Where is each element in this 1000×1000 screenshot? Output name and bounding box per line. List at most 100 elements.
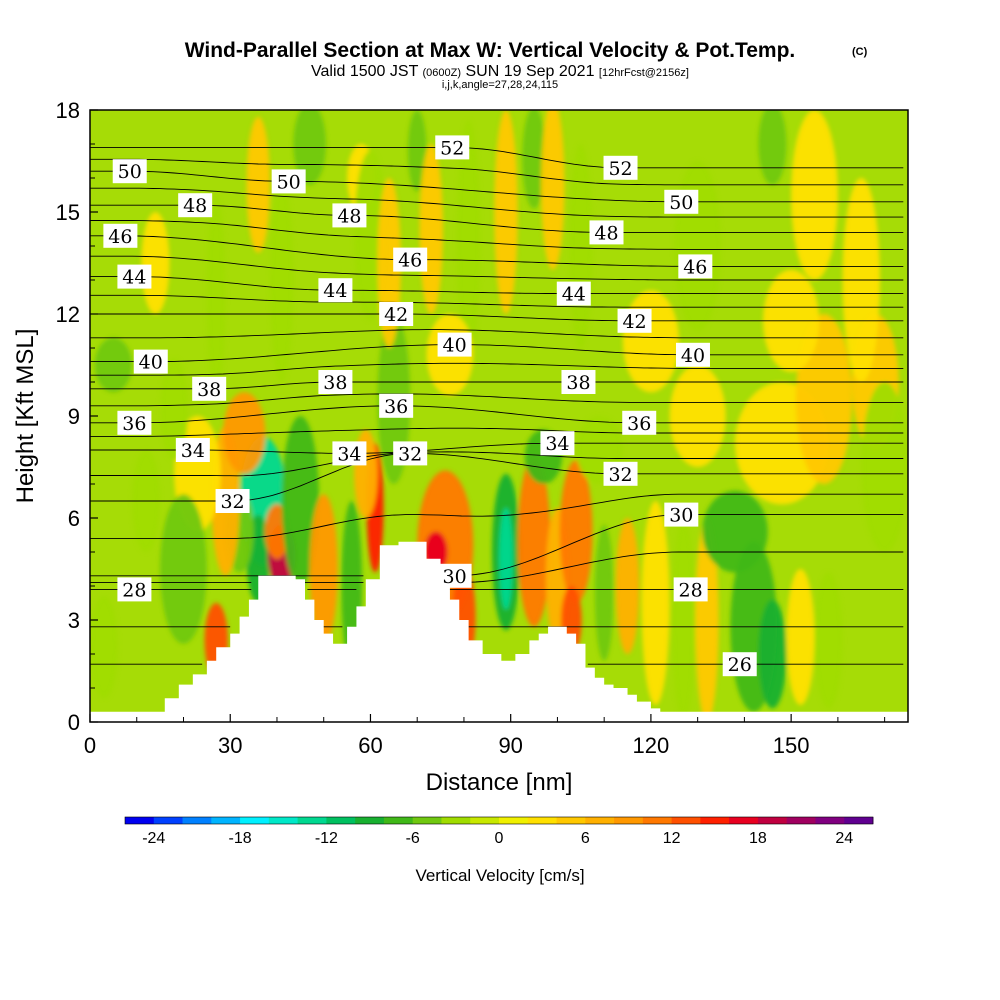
isentrope-label-text: 30 [443,566,467,588]
colorbar-tick-label: -24 [142,830,165,847]
colorbar-swatch [153,817,183,824]
isentrope-label-bg [379,393,414,418]
colorbar-swatch [642,817,673,824]
isentrope-label-bg [332,203,367,228]
colorbar-swatch [815,817,845,824]
isentrope-label-text: 48 [337,205,361,227]
copyright-mark: (C) [852,46,868,58]
colorbar-swatch [614,817,644,824]
isentrope-label-bg [603,461,638,486]
isentrope-41 [90,329,904,339]
isentrope-label-bg [556,281,591,306]
chart-title: Wind-Parallel Section at Max W: Vertical… [185,39,796,62]
velocity-cell-54 [569,144,593,348]
isentrope-label-11: 44 [117,264,152,289]
colorbar-tick-label: 18 [749,830,767,847]
isentrope-label-bg [664,502,699,527]
isentrope-29 [90,551,904,584]
isentrope-label-32: 30 [437,563,472,588]
colorbar-swatch [757,817,788,824]
isentrope-label-text: 40 [139,352,163,374]
isentrope-label-text: 48 [594,222,618,244]
isentrope-52 [90,146,904,169]
isentrope-label-26: 34 [332,441,367,466]
isentrope-label-bg [435,135,470,160]
velocity-cell-23 [559,460,593,603]
isentrope-label-bg [540,431,575,456]
isentrope-label-text: 40 [681,345,705,367]
isentrope-label-bg [393,441,428,466]
isentrope-48 [90,204,904,233]
isentrope-label-text: 52 [440,137,464,159]
isentrope-35 [90,427,904,437]
y-axis: 0 3 6 9 12 15 18 [56,98,98,735]
isentrope-label-text: 52 [608,158,632,180]
isentrope-label-text: 50 [669,192,693,214]
colorbar-swatch [729,817,759,824]
forecast-tag: [12hrFcst@2156z] [599,67,689,79]
colorbar-tick-label: 24 [835,830,853,847]
isentrope-label-bg [178,193,213,218]
x-tick-label: 0 [84,733,96,758]
isentrope-label-bg [133,349,168,374]
velocity-cell-20 [499,507,514,610]
velocity-cell-7 [223,392,266,474]
isentrope-label-33: 28 [117,577,152,602]
x-axis-label: Distance [nm] [426,769,573,796]
x-tick-label: 60 [358,733,382,758]
colorbar-swatch [297,817,327,824]
isentrope-label-20: 38 [318,370,353,394]
isentrope-label-text: 28 [679,579,703,601]
velocity-cell-40 [861,382,908,552]
isentrope-label-23: 36 [379,393,414,418]
isentrope-label-text: 34 [545,433,569,455]
velocity-cell-66 [90,596,119,699]
isentrope-label-bg [117,264,152,289]
isentrope-label-text: 46 [683,256,707,278]
isentrope-label-31: 30 [664,502,699,527]
velocity-cell-29 [641,501,670,705]
velocity-cell-34 [758,599,787,709]
isentrope-label-bg [192,376,227,401]
isentrope-label-14: 42 [379,302,414,326]
y-tick-label: 3 [68,608,80,633]
isentrope-label-bg [103,223,138,248]
velocity-cell-26 [615,518,640,654]
isentrope-40 [90,344,904,363]
velocity-cell-47 [407,110,427,192]
colorbar-swatch [355,817,385,824]
isentrope-34 [90,442,904,454]
x-tick-label: 90 [498,733,522,758]
velocity-cell-35 [786,569,815,705]
isentrope-label-bg [112,159,147,184]
colorbar-swatch [671,817,701,824]
isentrope-label-text: 38 [566,372,590,394]
colorbar-swatch [700,817,730,824]
velocity-cell-55 [674,161,722,331]
velocity-cell-60 [246,116,270,253]
isentrope-label-19: 38 [192,376,227,401]
colorbar-swatch [182,817,212,824]
isentrope-label-bg [603,155,638,180]
velocity-cell-53 [541,110,565,270]
velocity-cell-42 [94,337,133,393]
isentrope-label-bg [271,169,306,194]
isentrope-label-bg [561,370,596,394]
isentrope-label-24: 36 [622,410,657,435]
x-tick-label: 120 [633,733,670,758]
isentrope-46 [90,235,904,267]
colorbar-swatch [844,817,874,824]
isentrope-label-text: 44 [562,284,586,306]
isentrope-label-text: 48 [183,195,207,217]
colorbar-swatch [326,817,356,824]
isentrope-label-17: 40 [437,332,472,357]
isentrope-50 [90,170,904,203]
colorbar-swatch [211,817,241,824]
isentrope-label-1: 50 [271,169,306,194]
isentrope-label-8: 46 [103,223,138,248]
isentrope-label-text: 38 [197,379,221,401]
isentrope-label-6: 48 [589,220,624,245]
isentrope-45 [90,255,904,281]
colorbar-tick-label: -12 [315,830,338,847]
colorbar-swatch [240,817,270,824]
